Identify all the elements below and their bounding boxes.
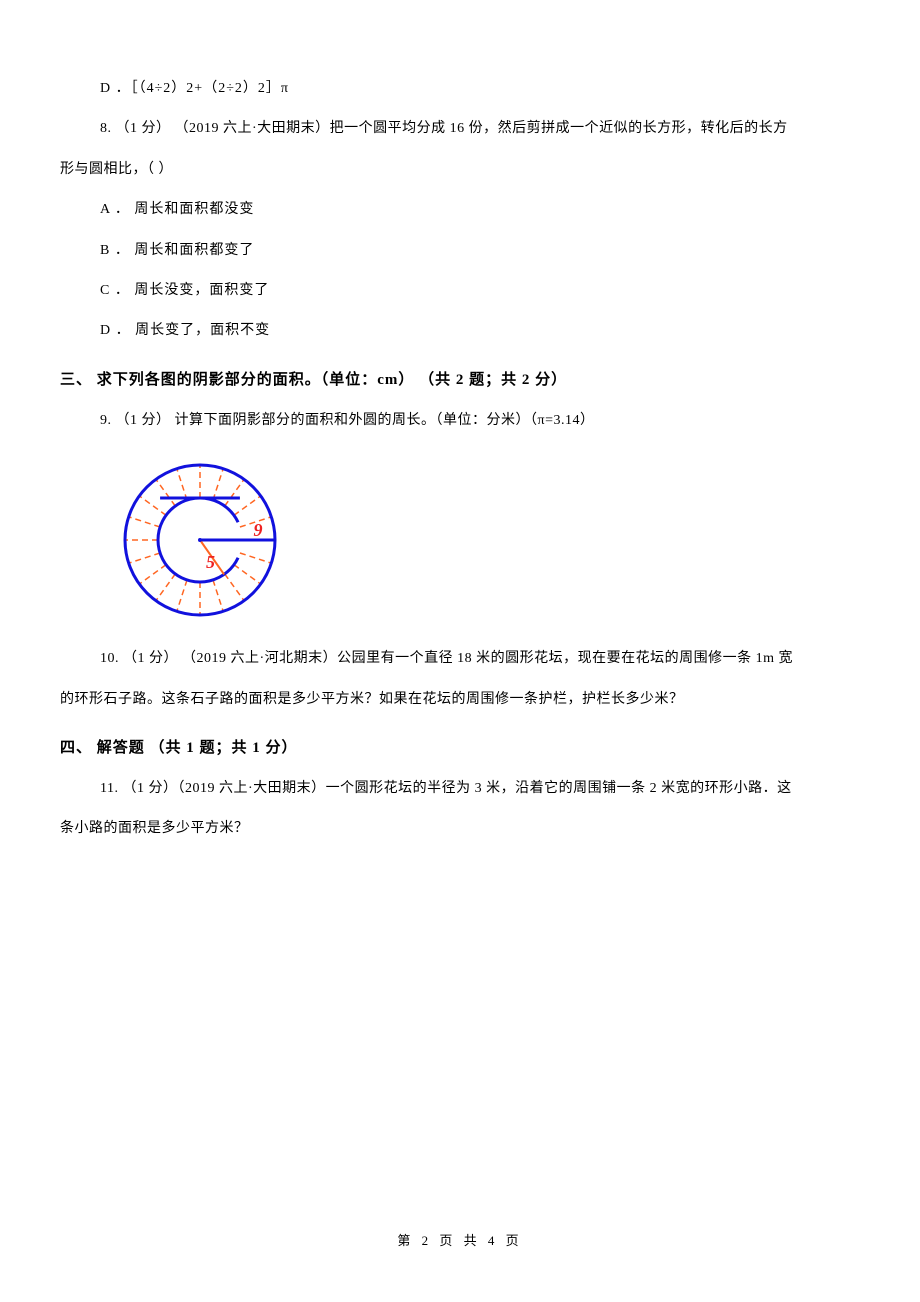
q9-figure: 95	[100, 450, 860, 630]
q11-line2: 条小路的面积是多少平方米？	[60, 818, 860, 840]
q11-line1: 11. （1 分）（2019 六上·大田期末）一个圆形花坛的半径为 3 米，沿着…	[100, 778, 860, 800]
q8-option-c: C ． 周长没变，面积变了	[100, 280, 860, 302]
q8-intro-line1: 8. （1 分） （2019 六上·大田期末）把一个圆平均分成 16 份，然后剪…	[100, 118, 860, 140]
q8-option-b: B ． 周长和面积都变了	[100, 240, 860, 262]
svg-text:9: 9	[254, 520, 263, 540]
section3-heading: 三、 求下列各图的阴影部分的面积。（单位：cm） （共 2 题；共 2 分）	[60, 368, 860, 392]
page-footer: 第 2 页 共 4 页	[0, 1231, 920, 1252]
q8-option-d: D ． 周长变了，面积不变	[100, 320, 860, 342]
q9-text: 9. （1 分） 计算下面阴影部分的面积和外圆的周长。（单位：分米）（π=3.1…	[100, 410, 860, 432]
section4-heading: 四、 解答题 （共 1 题；共 1 分）	[60, 736, 860, 760]
q10-line1: 10. （1 分） （2019 六上·河北期末）公园里有一个直径 18 米的圆形…	[100, 648, 860, 670]
q8-intro-line2: 形与圆相比，（ ）	[60, 159, 860, 181]
q10-line2: 的环形石子路。这条石子路的面积是多少平方米？如果在花坛的周围修一条护栏，护栏长多…	[60, 689, 860, 711]
q7-option-d: D ．［（4÷2）2+（2÷2）2］π	[100, 78, 860, 100]
svg-text:5: 5	[206, 552, 215, 572]
annulus-diagram: 95	[100, 450, 300, 630]
q8-option-a: A ． 周长和面积都没变	[100, 199, 860, 221]
